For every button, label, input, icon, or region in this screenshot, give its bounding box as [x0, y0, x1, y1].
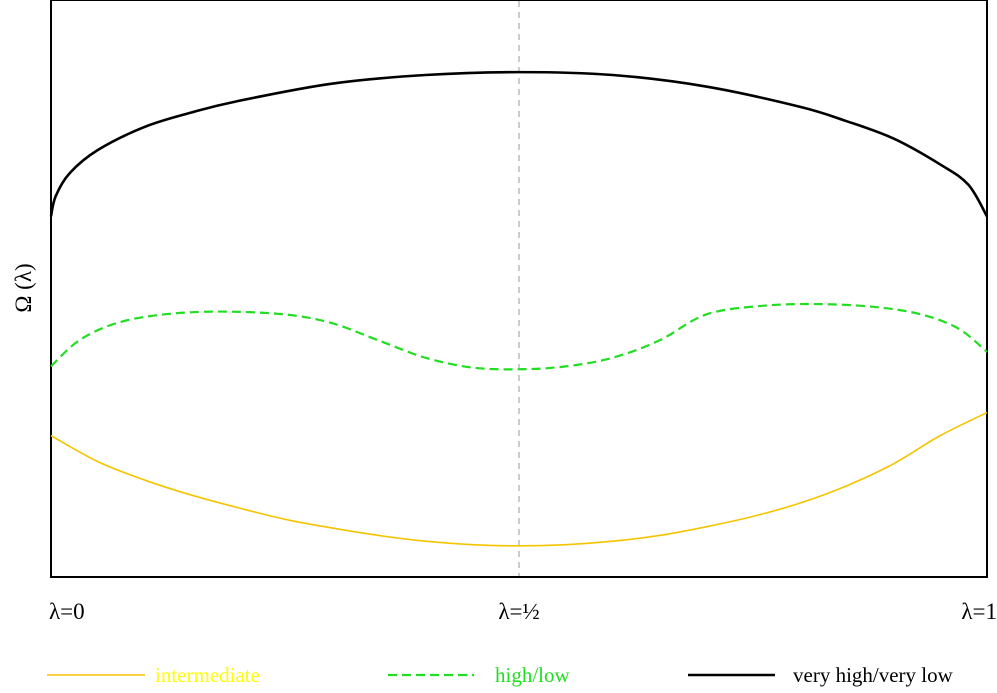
- legend: intermediate high/low very high/very low: [47, 663, 954, 687]
- y-axis-label: Ω (λ): [11, 263, 36, 312]
- series-line-high-low: [50, 302, 988, 371]
- x-tick-label-1: λ=½: [498, 599, 539, 624]
- series-line-intermediate: [50, 411, 988, 547]
- x-tick-label-0: λ=0: [49, 599, 85, 624]
- legend-label-high-low: high/low: [495, 663, 571, 687]
- plot-frame: [50, 0, 988, 578]
- x-tick-labels: λ=0 λ=½ λ=1: [49, 599, 997, 624]
- series-line-very-high-very-low: [49, 70, 989, 218]
- series-layer: [49, 70, 989, 547]
- legend-label-intermediate: intermediate: [155, 663, 260, 687]
- x-tick-label-2: λ=1: [961, 599, 997, 624]
- legend-label-very-high-very-low: very high/very low: [793, 663, 954, 687]
